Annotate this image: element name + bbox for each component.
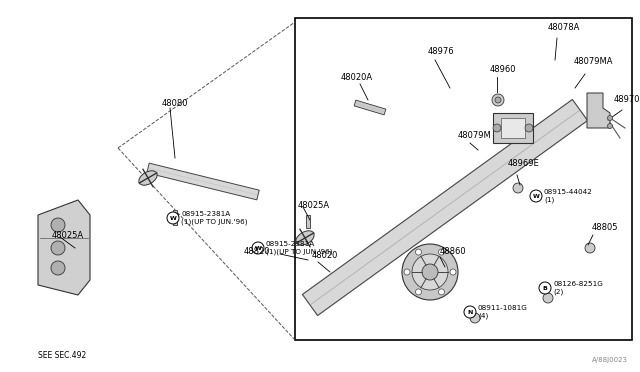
Circle shape	[525, 124, 533, 132]
Text: 48805: 48805	[592, 224, 618, 232]
Circle shape	[412, 254, 448, 290]
Circle shape	[470, 313, 480, 323]
Circle shape	[167, 212, 179, 224]
Circle shape	[415, 249, 422, 255]
Circle shape	[492, 94, 504, 106]
Circle shape	[495, 97, 501, 103]
Circle shape	[404, 269, 410, 275]
Polygon shape	[175, 214, 178, 217]
Circle shape	[438, 249, 445, 255]
Text: 48020A: 48020A	[341, 73, 373, 81]
Circle shape	[450, 269, 456, 275]
Text: 48079MA: 48079MA	[574, 58, 614, 67]
Text: W: W	[170, 215, 177, 221]
Circle shape	[530, 190, 542, 202]
Text: SEE SEC.492: SEE SEC.492	[38, 350, 86, 359]
Circle shape	[513, 183, 523, 193]
Text: 48025A: 48025A	[52, 231, 84, 240]
Text: W: W	[255, 246, 261, 250]
Polygon shape	[147, 163, 259, 200]
Text: 08915-44042
(1): 08915-44042 (1)	[544, 189, 593, 203]
Text: 48078A: 48078A	[548, 23, 580, 32]
Circle shape	[438, 289, 445, 295]
Text: 48020: 48020	[312, 251, 339, 260]
Circle shape	[51, 218, 65, 232]
Text: 48079M: 48079M	[458, 131, 492, 141]
Ellipse shape	[296, 231, 314, 245]
Ellipse shape	[139, 171, 157, 185]
Text: N: N	[467, 310, 473, 314]
Circle shape	[51, 261, 65, 275]
Text: 08915-2381A
(1)(UP TO JUN.'96): 08915-2381A (1)(UP TO JUN.'96)	[266, 241, 333, 255]
Circle shape	[539, 282, 551, 294]
Text: 08126-8251G
(2): 08126-8251G (2)	[553, 281, 603, 295]
Text: 08911-1081G
(4): 08911-1081G (4)	[478, 305, 528, 319]
Polygon shape	[38, 200, 90, 295]
Text: 08915-2381A
(1)(UP TO JUN.'96): 08915-2381A (1)(UP TO JUN.'96)	[181, 211, 248, 225]
Text: 48960: 48960	[490, 64, 516, 74]
Text: 48970: 48970	[614, 96, 640, 105]
Text: 48860: 48860	[440, 247, 467, 257]
Circle shape	[585, 243, 595, 253]
Polygon shape	[306, 215, 310, 228]
Polygon shape	[302, 99, 588, 315]
Circle shape	[422, 264, 438, 280]
Text: W: W	[532, 193, 540, 199]
Circle shape	[402, 244, 458, 300]
Text: A/88J0023: A/88J0023	[592, 357, 628, 363]
Polygon shape	[587, 93, 610, 128]
Text: 48080: 48080	[162, 99, 189, 109]
Circle shape	[252, 242, 264, 254]
Circle shape	[493, 124, 501, 132]
Text: 48976: 48976	[428, 48, 454, 57]
Polygon shape	[354, 100, 386, 115]
Text: 48969E: 48969E	[508, 160, 540, 169]
Text: 48820: 48820	[243, 247, 270, 256]
Circle shape	[543, 293, 553, 303]
Text: B: B	[543, 285, 547, 291]
Circle shape	[607, 124, 612, 128]
Circle shape	[607, 115, 612, 121]
Circle shape	[51, 241, 65, 255]
Circle shape	[464, 306, 476, 318]
Bar	[501, 118, 525, 138]
Text: 48025A: 48025A	[298, 201, 330, 209]
Polygon shape	[173, 210, 177, 225]
Bar	[295, 18, 632, 340]
Circle shape	[415, 289, 422, 295]
Bar	[493, 113, 533, 143]
